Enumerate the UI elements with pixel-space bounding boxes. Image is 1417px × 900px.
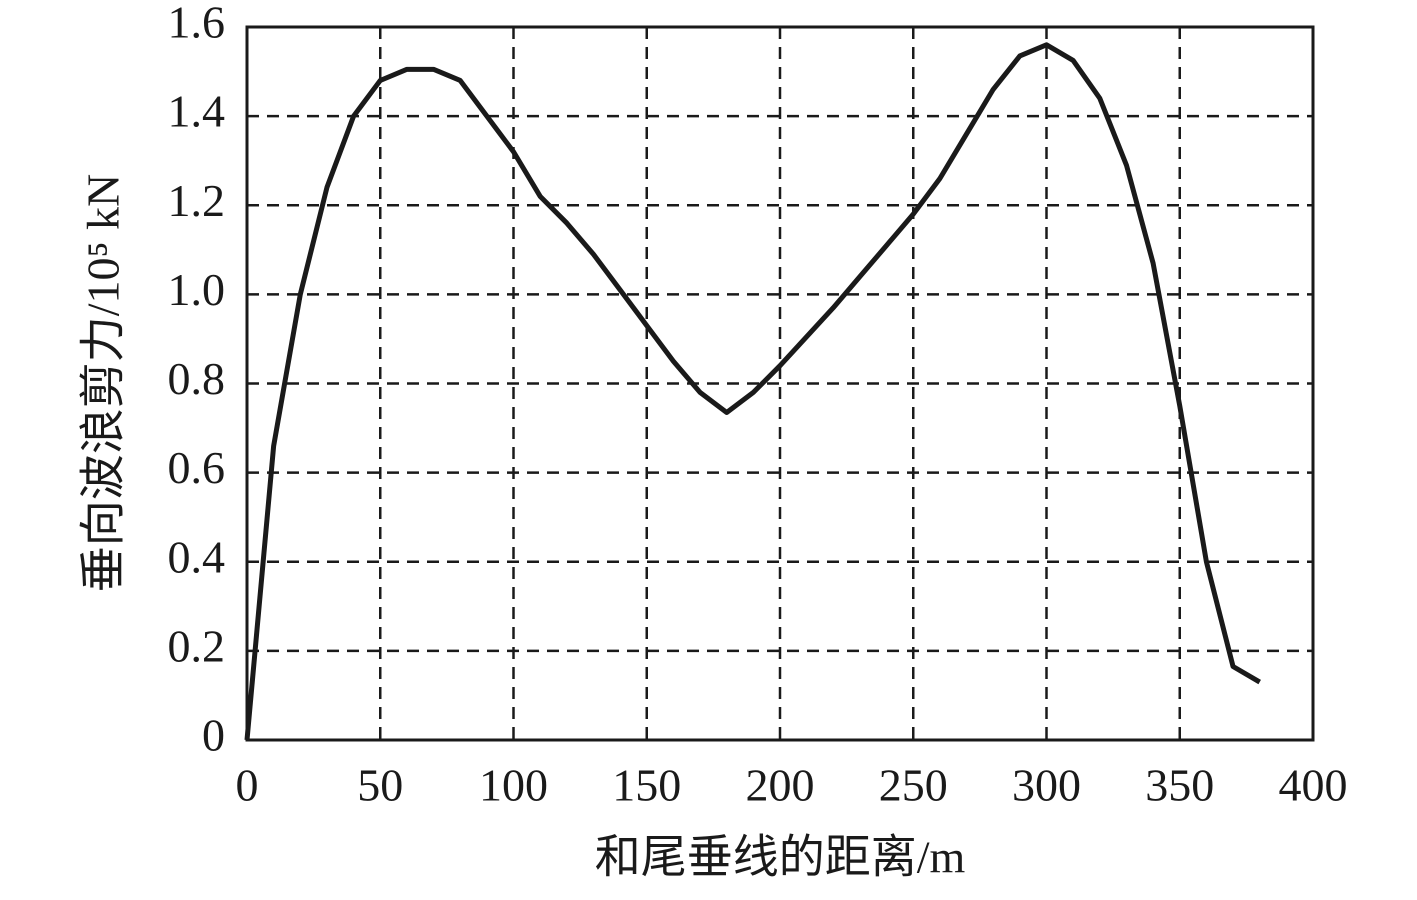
- y-tick-label: 0.4: [168, 531, 226, 582]
- y-tick-label: 1.2: [168, 175, 226, 226]
- x-tick-label: 300: [1012, 760, 1081, 811]
- x-tick-label: 50: [357, 760, 403, 811]
- x-tick-label: 350: [1145, 760, 1214, 811]
- data-line: [244, 42, 1261, 741]
- x-tick-label: 100: [479, 760, 548, 811]
- x-tick-label: 0: [236, 760, 259, 811]
- y-tick-label: 1.6: [168, 0, 226, 48]
- x-tick-label: 400: [1279, 760, 1348, 811]
- x-tick-label: 150: [612, 760, 681, 811]
- y-tick-label: 0.6: [168, 442, 226, 493]
- x-axis-title: 和尾垂线的距离/m: [595, 832, 966, 883]
- x-tick-label: 200: [746, 760, 815, 811]
- y-tick-label: 1.0: [168, 264, 226, 315]
- y-axis-title: 垂向波浪剪力/10⁵ kN: [78, 174, 129, 593]
- x-tick-label: 250: [879, 760, 948, 811]
- y-tick-label: 0.8: [168, 353, 226, 404]
- y-tick-label: 0.2: [168, 620, 226, 671]
- y-tick-label: 0: [202, 710, 225, 761]
- y-tick-label: 1.4: [168, 86, 226, 137]
